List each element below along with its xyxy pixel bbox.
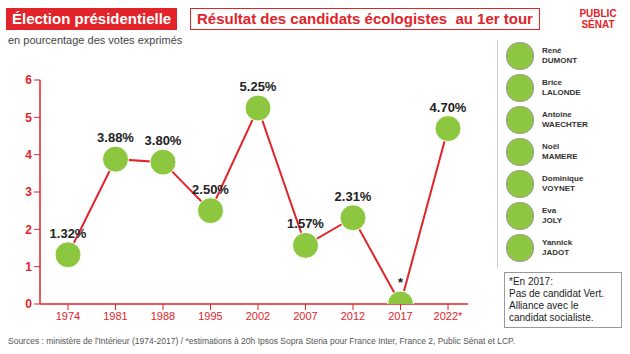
svg-text:2.50%: 2.50% xyxy=(192,182,229,197)
html-text:JADOT: JADOT xyxy=(542,248,570,257)
html-text:Antoine: Antoine xyxy=(542,110,572,119)
svg-text:0: 0 xyxy=(25,297,32,311)
svg-text:5.25%: 5.25% xyxy=(240,79,277,94)
html-text:Eva: Eva xyxy=(542,206,557,215)
html-text:JOLY: JOLY xyxy=(542,216,563,225)
svg-text:1.32%: 1.32% xyxy=(50,226,87,241)
html-text:Noël: Noël xyxy=(542,142,560,151)
svg-text:4.70%: 4.70% xyxy=(430,100,467,115)
svg-text:1.57%: 1.57% xyxy=(287,216,324,231)
svg-text:2017: 2017 xyxy=(388,310,412,322)
html-text:Brice: Brice xyxy=(542,78,562,87)
svg-text:1: 1 xyxy=(25,260,32,274)
svg-text:3.80%: 3.80% xyxy=(145,133,182,148)
svg-text:2022*: 2022* xyxy=(434,310,463,322)
svg-text:3.88%: 3.88% xyxy=(97,130,134,145)
svg-text:*: * xyxy=(398,275,404,290)
html-text:Sources : ministère de l'Intér: Sources : ministère de l'Intérieur (1974… xyxy=(8,336,515,346)
html-text:Résultat des candidats écologi: Résultat des candidats écologistes au 1e… xyxy=(197,10,533,27)
svg-text:4: 4 xyxy=(25,148,32,162)
svg-text:2002: 2002 xyxy=(246,310,270,322)
svg-text:5: 5 xyxy=(25,111,32,125)
svg-text:3: 3 xyxy=(25,185,32,199)
html-text:WAECHTER: WAECHTER xyxy=(542,120,588,129)
html-text:Élection présidentielle: Élection présidentielle xyxy=(12,10,172,27)
html-text:VOYNET: VOYNET xyxy=(542,184,575,193)
html-text:Yannick: Yannick xyxy=(542,238,573,247)
html-text:PUBLIC SÉNAT: PUBLIC SÉNAT xyxy=(579,8,617,30)
svg-text:2012: 2012 xyxy=(341,310,365,322)
html-text:René: René xyxy=(542,46,562,55)
html-text:*En 2017: Pas de candidat Vert: *En 2017: Pas de candidat Vert. Alliance… xyxy=(509,276,605,323)
html-text:Dominique: Dominique xyxy=(542,174,584,183)
html-text:en pourcentage des votes expri: en pourcentage des votes exprimés xyxy=(8,34,183,46)
svg-text:1974: 1974 xyxy=(56,310,80,322)
html-text:LALONDE: LALONDE xyxy=(542,88,581,97)
svg-text:1988: 1988 xyxy=(151,310,175,322)
svg-text:1995: 1995 xyxy=(198,310,222,322)
svg-text:6: 6 xyxy=(25,73,32,87)
html-text:DUMONT: DUMONT xyxy=(542,56,578,65)
html-text:MAMERE: MAMERE xyxy=(542,152,578,161)
svg-text:2: 2 xyxy=(25,223,32,237)
svg-text:2.31%: 2.31% xyxy=(335,189,372,204)
svg-text:2007: 2007 xyxy=(293,310,317,322)
svg-text:1981: 1981 xyxy=(103,310,127,322)
